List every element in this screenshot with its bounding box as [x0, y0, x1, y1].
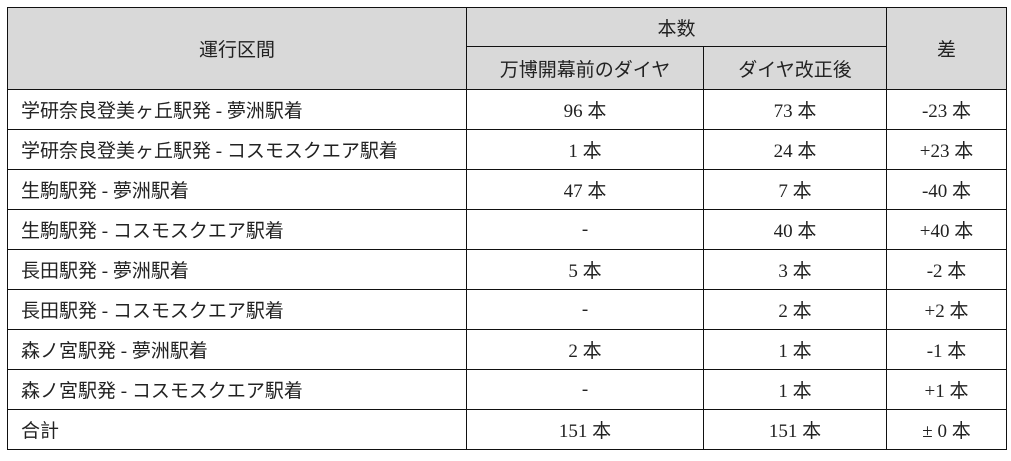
diff-cell: -23 本 [886, 89, 1008, 130]
after-cell: 1 本 [702, 329, 888, 370]
after-cell: 40 本 [702, 209, 888, 250]
table-row: 長田駅発 - コスモスクエア駅着 -2 本 +2 本 [7, 289, 1008, 330]
before-cell: 1 本 [466, 129, 704, 170]
service-count-table: 運行区間 本数 差 万博開幕前のダイヤ ダイヤ改正後 学研奈良登美ヶ丘駅発 - … [7, 7, 1008, 450]
diff-cell: +23 本 [886, 129, 1008, 170]
before-cell: - [466, 289, 704, 330]
route-cell: 学研奈良登美ヶ丘駅発 - コスモスクエア駅着 [7, 129, 467, 170]
diff-cell: +2 本 [886, 289, 1008, 330]
after-cell: 3 本 [702, 249, 888, 290]
before-cell: 151 本 [466, 409, 704, 450]
header-before: 万博開幕前のダイヤ [466, 46, 704, 90]
before-cell: - [466, 209, 704, 250]
route-cell: 生駒駅発 - 夢洲駅着 [7, 169, 467, 210]
before-cell: 5 本 [466, 249, 704, 290]
route-cell: 長田駅発 - 夢洲駅着 [7, 249, 467, 290]
header-after: ダイヤ改正後 [702, 46, 888, 90]
route-cell: 合計 [7, 409, 467, 450]
after-cell: 73 本 [702, 89, 888, 130]
route-cell: 森ノ宮駅発 - 夢洲駅着 [7, 329, 467, 370]
diff-cell: ± 0 本 [886, 409, 1008, 450]
diff-cell: -1 本 [886, 329, 1008, 370]
header-count-group: 本数 [465, 7, 888, 47]
diff-cell: -2 本 [886, 249, 1008, 290]
table-row: 森ノ宮駅発 - コスモスクエア駅着 -1 本 +1 本 [7, 369, 1008, 410]
after-cell: 7 本 [702, 169, 888, 210]
header-subrow: 万博開幕前のダイヤ ダイヤ改正後 [8, 46, 1007, 90]
after-cell: 151 本 [702, 409, 888, 450]
table-row: 学研奈良登美ヶ丘駅発 - コスモスクエア駅着 1 本 24 本 +23 本 [7, 129, 1008, 170]
after-cell: 1 本 [702, 369, 888, 410]
total-row: 合計 151 本 151 本 ± 0 本 [7, 409, 1008, 450]
before-cell: 96 本 [466, 89, 704, 130]
diff-cell: -40 本 [886, 169, 1008, 210]
before-cell: - [466, 369, 704, 410]
after-cell: 2 本 [702, 289, 888, 330]
route-cell: 長田駅発 - コスモスクエア駅着 [7, 289, 467, 330]
table-row: 生駒駅発 - コスモスクエア駅着 -40 本 +40 本 [7, 209, 1008, 250]
table-row: 学研奈良登美ヶ丘駅発 - 夢洲駅着 96 本 73 本 -23 本 [7, 89, 1008, 130]
diff-cell: +1 本 [886, 369, 1008, 410]
route-cell: 学研奈良登美ヶ丘駅発 - 夢洲駅着 [7, 89, 467, 130]
header-diff: 差 [886, 7, 1008, 90]
before-cell: 47 本 [466, 169, 704, 210]
after-cell: 24 本 [702, 129, 888, 170]
header-route: 運行区間 [7, 7, 467, 90]
header-row: 運行区間 本数 差 [7, 7, 1008, 90]
route-cell: 生駒駅発 - コスモスクエア駅着 [7, 209, 467, 250]
route-cell: 森ノ宮駅発 - コスモスクエア駅着 [7, 369, 467, 410]
diff-cell: +40 本 [886, 209, 1008, 250]
before-cell: 2 本 [466, 329, 704, 370]
